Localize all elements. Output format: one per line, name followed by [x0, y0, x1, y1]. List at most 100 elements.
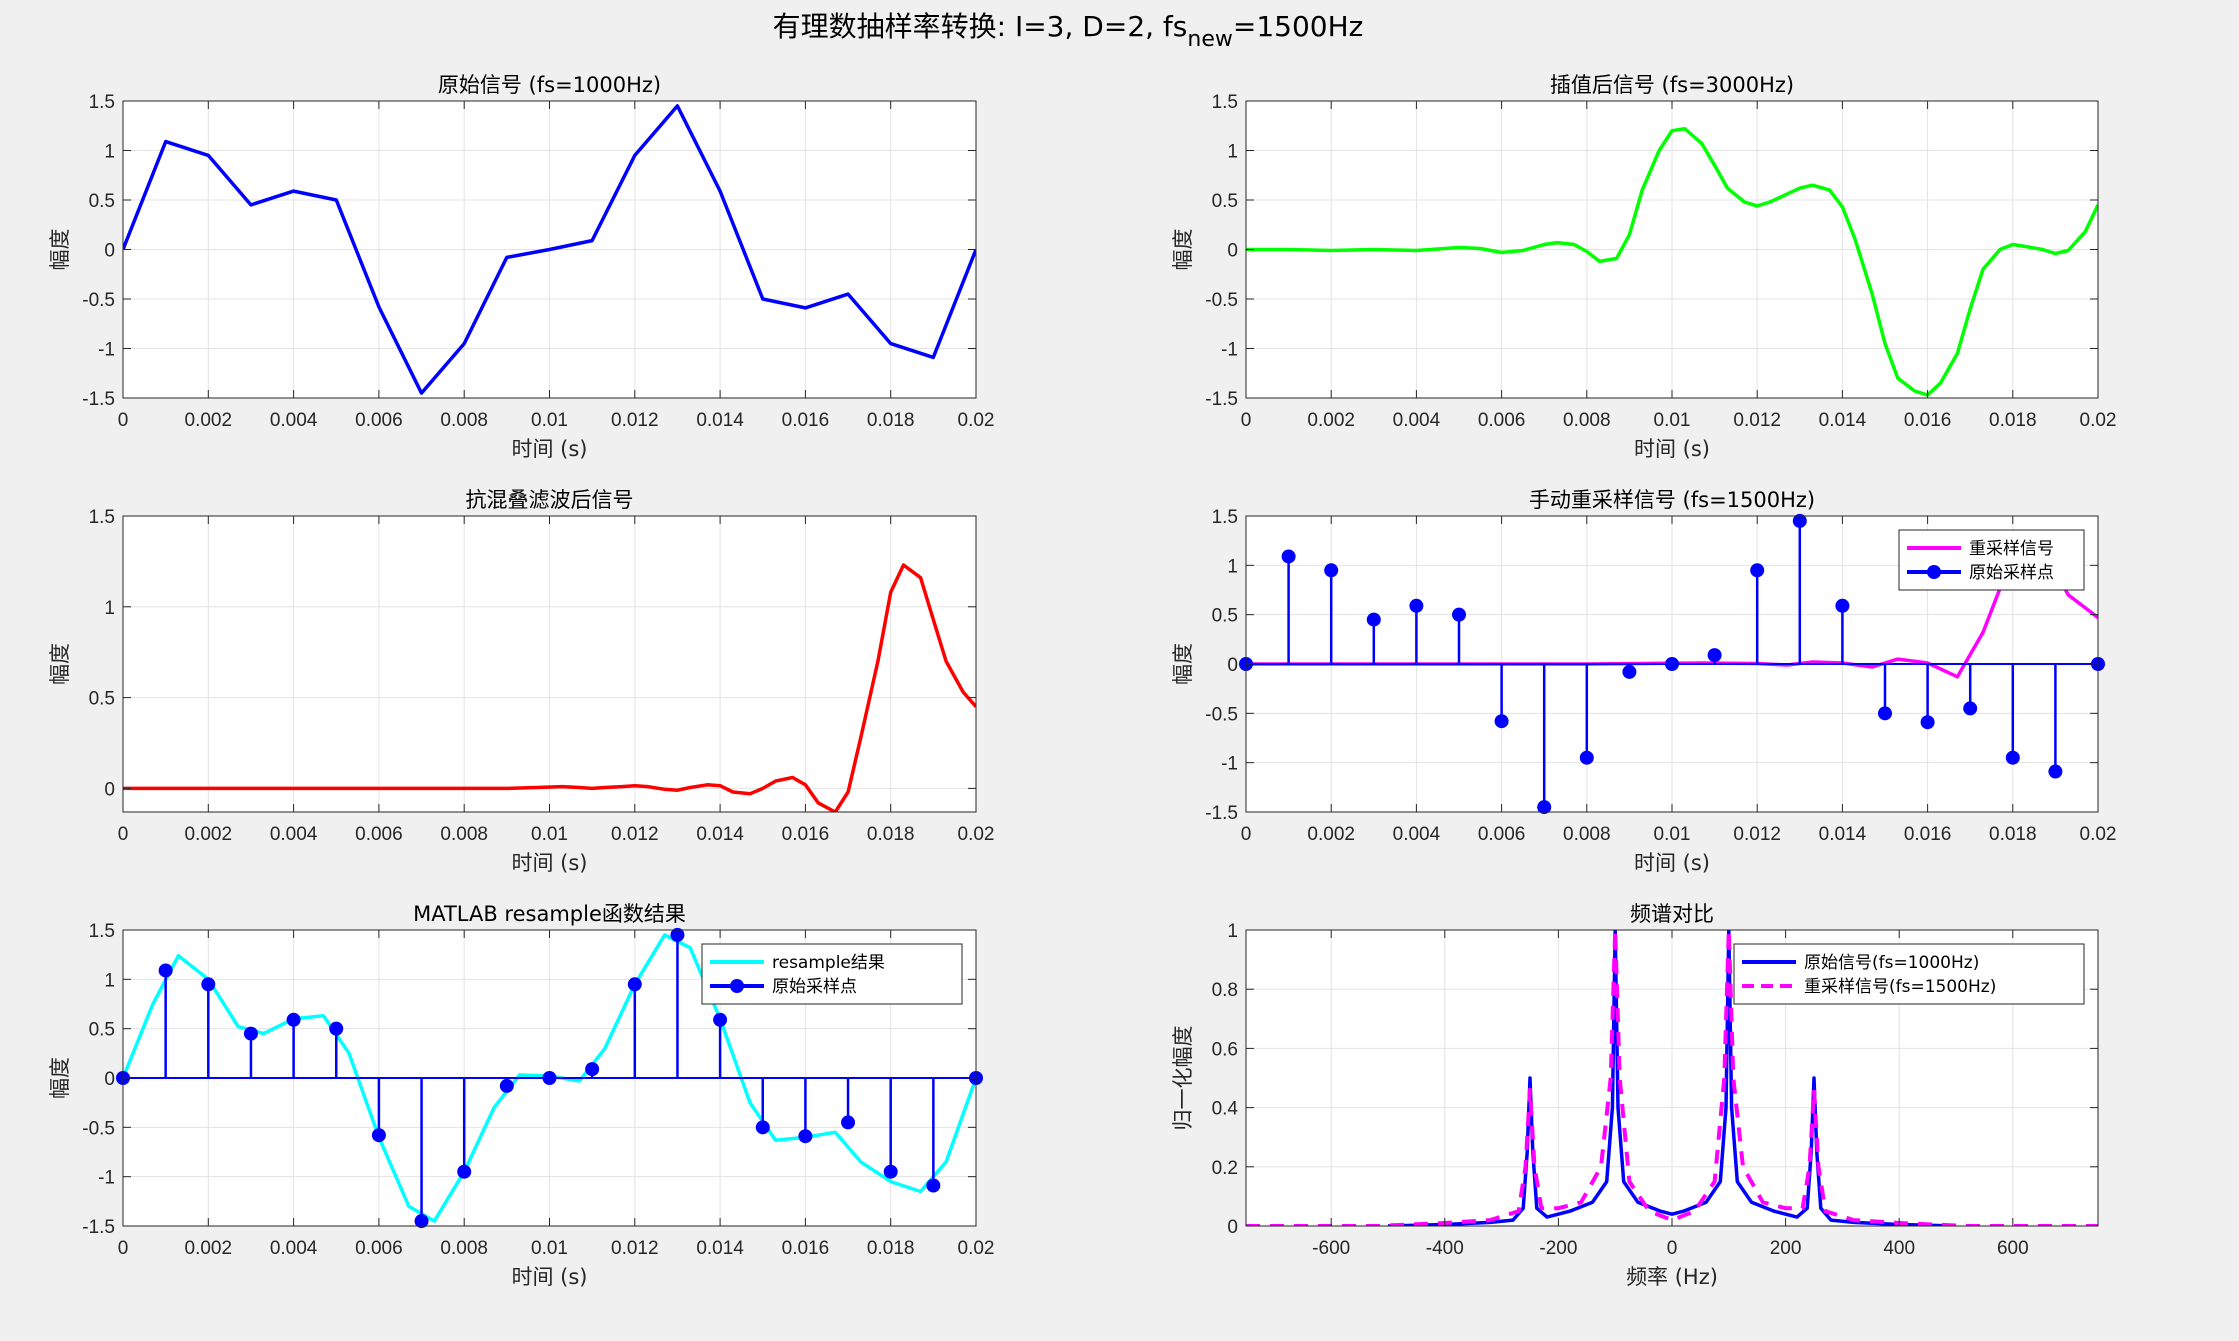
- subplots: 0 0.002 0.004 0.006 0.008 0.01 0.012 0.014 0.016…: [48, 73, 2116, 1289]
- legend-box: [1898, 529, 2085, 591]
- x-tick-label: 0.014: [696, 824, 744, 845]
- subplot-title: MATLAB resample函数结果: [413, 902, 686, 926]
- legend-entry-label: 重采样信号(fs=1500Hz): [1804, 977, 1996, 997]
- x-tick-label: 0.012: [1733, 824, 1781, 845]
- x-tick-label: 0.01: [1654, 410, 1691, 431]
- y-tick-label: 0.8: [1212, 980, 1238, 1001]
- stem-marker: [1622, 664, 1637, 679]
- x-tick-label: 0.01: [531, 1238, 568, 1259]
- stem-marker: [1750, 563, 1765, 578]
- stem-marker: [713, 1012, 728, 1027]
- x-tick-label: 0.008: [1563, 410, 1611, 431]
- x-tick-label: 0.01: [1654, 824, 1691, 845]
- x-tick-label: -400: [1426, 1238, 1464, 1259]
- stem-marker: [499, 1078, 514, 1093]
- y-tick-label: 0: [104, 779, 115, 800]
- x-tick-label: 0.018: [867, 1238, 915, 1259]
- x-tick-label: 0.004: [270, 410, 318, 431]
- x-tick-label: 0.006: [355, 1238, 403, 1259]
- y-tick-label: 0: [104, 241, 115, 262]
- stem-marker: [542, 1071, 557, 1085]
- y-axis-label: 归一化幅度: [1171, 1026, 1195, 1131]
- x-tick-label: 0.01: [531, 410, 568, 431]
- stem-marker: [457, 1164, 472, 1179]
- x-tick-label: 0.016: [1904, 824, 1952, 845]
- figure-title: 有理数抽样率转换: I=3, D=2, fsnew=1500Hz: [773, 10, 1364, 52]
- x-tick-label: 0.018: [867, 410, 915, 431]
- series-line-1: [1246, 930, 2098, 1226]
- subplot-manual: 0 0.002 0.004 0.006 0.008 0.01 0.012 0.014 0.016…: [1171, 488, 2116, 875]
- stem-marker: [798, 1129, 813, 1144]
- y-tick-label: 1: [104, 598, 115, 619]
- x-tick-label: 0.002: [1307, 824, 1355, 845]
- x-tick-label: 400: [1883, 1238, 1915, 1259]
- stem-marker: [1707, 648, 1722, 663]
- y-tick-label: -0.5: [1205, 290, 1238, 311]
- x-tick-label: 0.008: [1563, 824, 1611, 845]
- x-tick-label: 0.012: [611, 1238, 659, 1259]
- figure-title-tail: =1500Hz: [1233, 10, 1363, 43]
- x-tick-label: 0.018: [1989, 824, 2037, 845]
- stem-marker: [1920, 715, 1935, 730]
- x-tick-label: 0.012: [611, 824, 659, 845]
- x-tick-label: 0: [1667, 1238, 1678, 1259]
- figure-title-main: 有理数抽样率转换: I=3, D=2, fs: [773, 10, 1188, 43]
- data-layer: [123, 563, 976, 812]
- stem-marker: [1835, 598, 1850, 613]
- x-tick-label: 0.02: [2080, 410, 2117, 431]
- x-tick-label: 0.008: [440, 1238, 488, 1259]
- y-tick-label: 1.5: [89, 507, 115, 528]
- x-axis-label: 频率 (Hz): [1626, 1265, 1718, 1289]
- stem-marker: [1494, 714, 1509, 729]
- x-tick-label: 0.016: [782, 824, 830, 845]
- legend-swatch-marker: [1927, 565, 1941, 579]
- stem-marker: [243, 1026, 258, 1041]
- stem-marker: [1281, 549, 1296, 564]
- x-tick-label: 0.016: [1904, 410, 1952, 431]
- x-tick-label: 0.012: [1733, 410, 1781, 431]
- x-axis-label: 时间 (s): [511, 851, 587, 875]
- data-layer: [123, 104, 976, 395]
- x-tick-label: 0.02: [2080, 824, 2117, 845]
- data-layer: [1246, 126, 2098, 397]
- y-tick-label: -1: [98, 340, 115, 361]
- stem-marker: [201, 977, 216, 992]
- y-tick-label: -1: [1221, 754, 1238, 775]
- x-axis-label: 时间 (s): [1634, 851, 1710, 875]
- y-tick-label: -0.5: [82, 1118, 115, 1139]
- x-tick-label: 0.014: [1819, 410, 1867, 431]
- stem-marker: [329, 1021, 344, 1036]
- x-tick-label: 0.018: [867, 824, 915, 845]
- legend: 原始信号(fs=1000Hz) 重采样信号(fs=1500Hz): [1733, 943, 2085, 1005]
- subplot-resample: 0 0.002 0.004 0.006 0.008 0.01 0.012 0.014 0.016…: [48, 902, 994, 1289]
- y-axis-label: 幅度: [1171, 229, 1195, 271]
- x-tick-label: 0.004: [1393, 824, 1441, 845]
- y-tick-label: -0.5: [82, 290, 115, 311]
- y-tick-label: 1.5: [1212, 92, 1238, 113]
- legend-box: [701, 943, 963, 1005]
- y-tick-label: 0: [104, 1069, 115, 1090]
- subplot-title: 原始信号 (fs=1000Hz): [438, 73, 661, 97]
- stem-marker: [585, 1062, 600, 1077]
- y-tick-label: 1.5: [1212, 507, 1238, 528]
- y-tick-label: 0.5: [1212, 191, 1238, 212]
- stem-marker: [414, 1214, 429, 1229]
- stem-marker: [755, 1120, 770, 1135]
- x-tick-label: 0.018: [1989, 410, 2037, 431]
- stem-marker: [1366, 612, 1381, 627]
- subplot-spectrum: -600 -400 -200 0 200 400 600 0 0.2 0.4 0.6 0.8 1 频谱对比…: [1171, 902, 2099, 1289]
- x-tick-label: 0.002: [185, 1238, 233, 1259]
- x-tick-label: 0: [118, 1238, 129, 1259]
- subplot-filtered: 0 0.002 0.004 0.006 0.008 0.01 0.012 0.014 0.016…: [48, 488, 994, 875]
- y-tick-label: 0.5: [89, 689, 115, 710]
- x-tick-label: 0.004: [1393, 410, 1441, 431]
- x-tick-label: 0.02: [958, 1238, 995, 1259]
- y-tick-label: 0: [1227, 1217, 1238, 1238]
- subplot-original: 0 0.002 0.004 0.006 0.008 0.01 0.012 0.014 0.016…: [48, 73, 994, 461]
- y-tick-label: -1.5: [82, 1217, 115, 1238]
- x-tick-label: 0.016: [782, 1238, 830, 1259]
- legend-entry-label: 原始信号(fs=1000Hz): [1804, 953, 1979, 973]
- y-tick-label: 1.5: [89, 92, 115, 113]
- series-line-0: [1246, 126, 2098, 397]
- x-axis-label: 时间 (s): [1634, 437, 1710, 461]
